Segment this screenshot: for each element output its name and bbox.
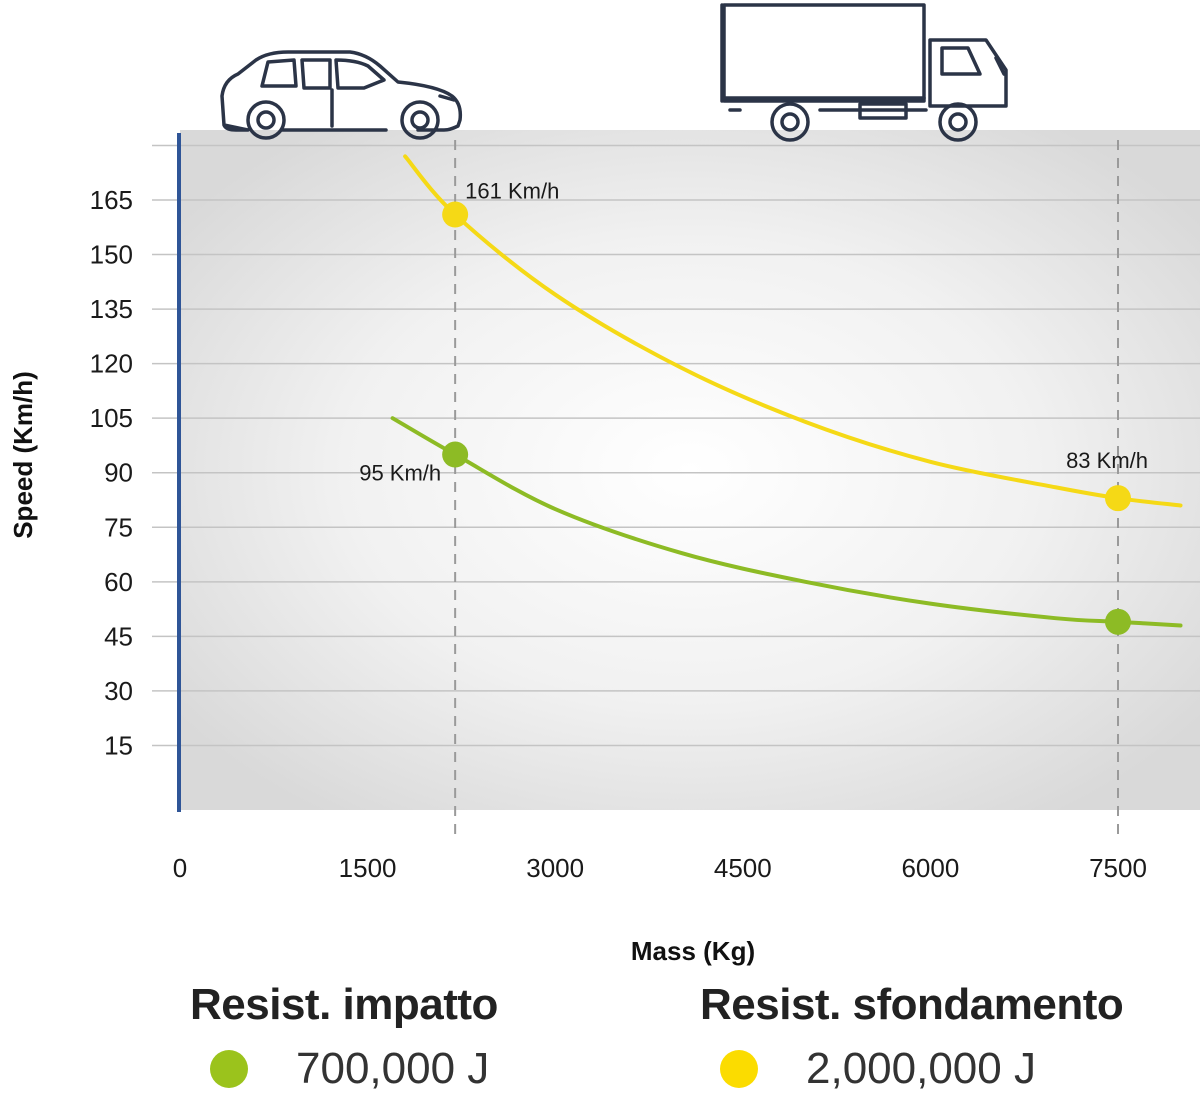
points-layer: 161 Km/h 83 Km/h 95 Km/h bbox=[359, 179, 1148, 635]
data-label: 83 Km/h bbox=[1066, 448, 1148, 473]
x-tick-label: 1500 bbox=[339, 853, 397, 883]
y-tick-label: 45 bbox=[104, 621, 133, 651]
data-point bbox=[442, 201, 469, 228]
y-tick-label: 150 bbox=[90, 240, 133, 270]
y-tick-label: 165 bbox=[90, 185, 133, 215]
legend-value-sfondamento: 2,000,000 J bbox=[806, 1044, 1036, 1093]
data-point bbox=[1105, 485, 1131, 512]
series-line-sfondamento bbox=[403, 154, 1183, 508]
legend-title-impatto: Resist. impatto bbox=[190, 980, 498, 1029]
grid bbox=[152, 144, 1200, 747]
car-icon bbox=[220, 50, 463, 140]
y-axis-title: Speed (Km/h) bbox=[8, 371, 38, 539]
legend-swatch-yellow bbox=[720, 1050, 758, 1088]
y-tick-label: 30 bbox=[104, 676, 133, 706]
x-tick-label: 0 bbox=[173, 853, 187, 883]
legend-swatch-green bbox=[210, 1050, 248, 1088]
y-tick-label: 135 bbox=[90, 294, 133, 324]
y-axis-ticks: 15 30 45 60 75 90 105 120 135 150 165 bbox=[90, 185, 133, 760]
x-tick-label: 3000 bbox=[526, 853, 584, 883]
x-tick-label: 4500 bbox=[714, 853, 772, 883]
legend-value-impatto: 700,000 J bbox=[296, 1044, 490, 1093]
series-layer bbox=[390, 154, 1183, 628]
x-axis-title: Mass (Kg) bbox=[631, 936, 755, 966]
y-tick-label: 75 bbox=[104, 512, 133, 542]
data-label: 95 Km/h bbox=[359, 461, 441, 486]
legend-item-sfondamento: Resist. sfondamento 2,000,000 J bbox=[700, 980, 1124, 1094]
y-tick-label: 90 bbox=[104, 458, 133, 488]
series-line-impatto bbox=[390, 416, 1183, 628]
data-label: 161 Km/h bbox=[465, 179, 559, 204]
legend-item-impatto: Resist. impatto 700,000 J bbox=[190, 980, 498, 1094]
y-tick-label: 105 bbox=[90, 403, 133, 433]
x-tick-label: 7500 bbox=[1089, 853, 1147, 883]
y-tick-label: 60 bbox=[104, 567, 133, 597]
y-tick-label: 120 bbox=[90, 349, 133, 379]
data-point bbox=[1105, 608, 1131, 635]
truck-icon bbox=[720, 3, 1008, 142]
data-point bbox=[442, 441, 469, 468]
x-axis-ticks: 0 1500 3000 4500 6000 7500 bbox=[173, 853, 1147, 883]
x-tick-label: 6000 bbox=[901, 853, 959, 883]
legend-title-sfondamento: Resist. sfondamento bbox=[700, 980, 1124, 1029]
plot-background bbox=[180, 130, 1200, 810]
y-tick-label: 15 bbox=[104, 730, 133, 760]
